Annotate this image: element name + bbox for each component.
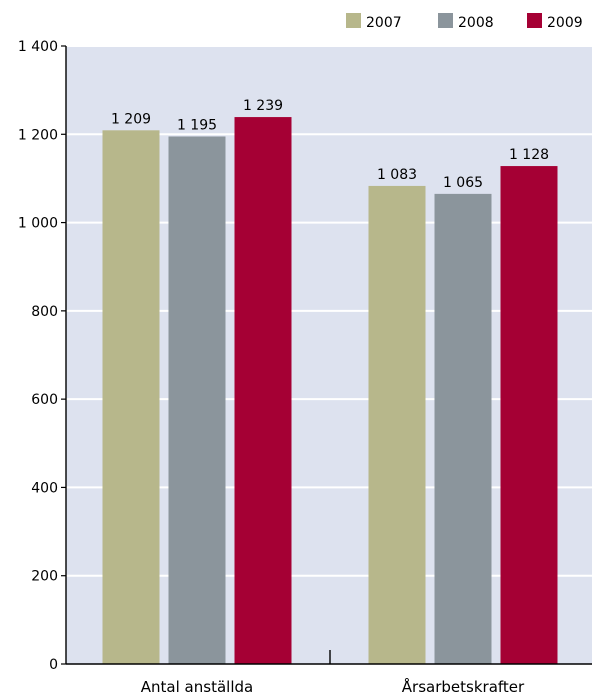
y-tick-label: 200 <box>31 569 58 585</box>
bar-2008 <box>168 136 226 664</box>
data-label: 1 065 <box>443 175 483 191</box>
data-label: 1 239 <box>243 98 283 114</box>
bar-2008 <box>434 193 492 664</box>
legend-label: 2008 <box>458 15 494 31</box>
y-tick-label: 1 200 <box>18 127 58 143</box>
y-tick-label: 600 <box>31 392 58 408</box>
y-tick-label: 0 <box>49 657 58 673</box>
legend-label: 2007 <box>366 15 402 31</box>
y-axis-ticks: 0 200 400 600 800 1 000 1 200 1 400 <box>18 39 66 673</box>
legend-swatch-2008 <box>438 13 453 28</box>
x-category-label: Årsarbetskrafter <box>402 677 525 696</box>
y-tick-label: 1 400 <box>18 39 58 55</box>
legend: 2007 2008 2009 <box>346 13 583 31</box>
data-labels: 1 209 1 195 1 239 1 083 1 065 1 128 <box>111 98 549 191</box>
data-label: 1 128 <box>509 147 549 163</box>
legend-swatch-2009 <box>527 13 542 28</box>
data-label: 1 083 <box>377 167 417 183</box>
legend-swatch-2007 <box>346 13 361 28</box>
legend-label: 2009 <box>547 15 583 31</box>
y-tick-label: 400 <box>31 480 58 496</box>
bar-2009 <box>500 166 558 664</box>
axes <box>65 46 592 665</box>
data-label: 1 209 <box>111 111 151 127</box>
x-category-label: Antal anställda <box>141 678 253 696</box>
bar-2007 <box>368 185 426 664</box>
bars <box>102 117 558 664</box>
y-tick-label: 1 000 <box>18 216 58 232</box>
x-axis-categories: Antal anställda Årsarbetskrafter <box>141 677 525 696</box>
data-label: 1 195 <box>177 117 217 133</box>
bar-2007 <box>102 130 160 664</box>
y-tick-label: 800 <box>31 304 58 320</box>
bar-2009 <box>234 117 292 664</box>
